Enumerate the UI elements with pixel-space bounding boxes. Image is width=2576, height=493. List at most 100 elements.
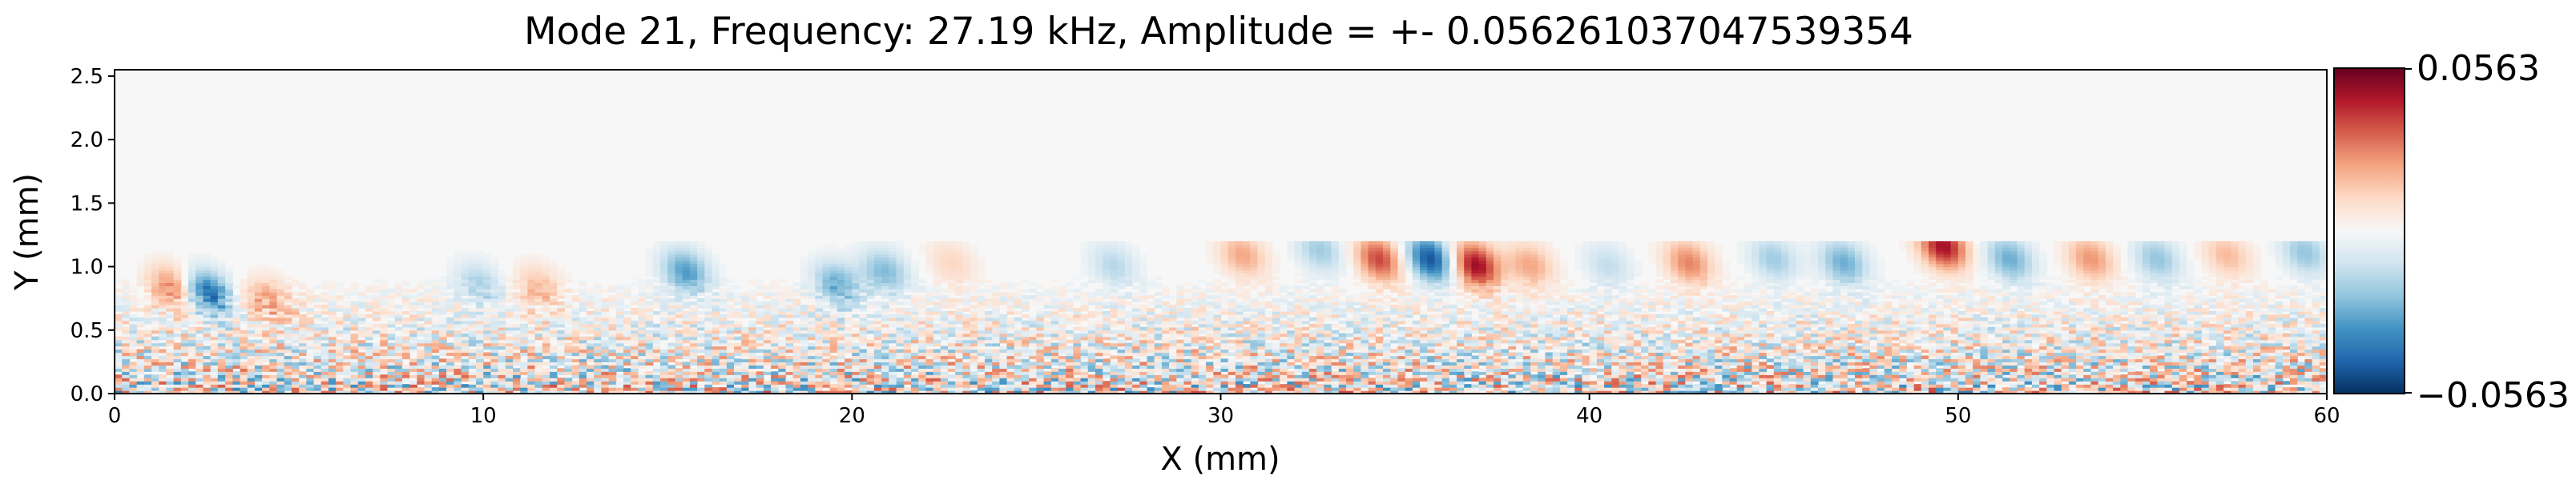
heatmap-cell — [1280, 342, 1288, 347]
heatmap-cell — [1670, 387, 1679, 391]
heatmap-cell — [2046, 378, 2055, 382]
heatmap-cell — [2017, 368, 2026, 372]
heatmap-cell — [1198, 371, 1207, 375]
heatmap-cell — [2260, 346, 2268, 350]
heatmap-cell — [1264, 368, 1273, 372]
heatmap-cell — [800, 355, 808, 360]
heatmap-cell — [911, 355, 919, 360]
heatmap-cell — [689, 362, 698, 366]
heatmap-cell — [1117, 352, 1126, 357]
heatmap-cell — [401, 378, 410, 382]
heatmap-cell — [2010, 381, 2018, 385]
heatmap-cell — [1176, 381, 1185, 385]
heatmap-cell — [2215, 346, 2224, 350]
heatmap-cell — [1110, 368, 1119, 372]
heatmap-cell — [1530, 374, 1538, 378]
heatmap-cell — [719, 362, 728, 366]
heatmap-cell — [217, 336, 226, 341]
heatmap-cell — [232, 355, 241, 360]
heatmap-cell — [800, 374, 808, 378]
heatmap-cell — [1574, 374, 1583, 378]
heatmap-cell — [1943, 378, 1952, 382]
heatmap-cell — [1250, 336, 1259, 341]
heatmap-cell — [1936, 349, 1944, 354]
heatmap-cell — [2083, 358, 2092, 362]
heatmap-cell — [822, 387, 831, 391]
heatmap-cell — [2105, 378, 2114, 382]
heatmap-cell — [608, 381, 617, 385]
heatmap-cell — [1264, 371, 1273, 375]
heatmap-cell — [2068, 374, 2077, 378]
heatmap-cell — [748, 342, 757, 347]
heatmap-cell — [881, 384, 889, 388]
heatmap-cell — [1420, 342, 1428, 347]
heatmap-cell — [852, 384, 861, 388]
heatmap-cell — [2142, 358, 2151, 362]
heatmap-cell — [490, 355, 499, 360]
heatmap-cell — [1073, 346, 1082, 350]
heatmap-cell — [2194, 387, 2203, 391]
heatmap-cell — [1936, 346, 1944, 350]
heatmap-cell — [505, 381, 514, 385]
heatmap-cell — [918, 371, 926, 375]
heatmap-cell — [1420, 355, 1428, 360]
heatmap-cell — [564, 368, 573, 372]
heatmap-cell — [2142, 349, 2151, 354]
heatmap-cell — [763, 365, 772, 369]
heatmap-cell — [1257, 368, 1266, 372]
heatmap-cell — [1235, 346, 1244, 350]
heatmap-cell — [1449, 374, 1457, 378]
heatmap-cell — [1936, 390, 1944, 394]
heatmap-cell — [2201, 371, 2210, 375]
heatmap-cell — [1943, 358, 1952, 362]
heatmap-cell — [741, 390, 750, 394]
heatmap-cell — [476, 378, 484, 382]
heatmap-cell — [328, 384, 337, 388]
heatmap-cell — [2245, 381, 2254, 385]
heatmap-cell — [2031, 365, 2040, 369]
heatmap-cell — [306, 381, 315, 385]
heatmap-cell — [638, 352, 647, 357]
heatmap-cell — [852, 365, 861, 369]
heatmap-cell — [2090, 339, 2099, 344]
heatmap-cell — [1950, 381, 1959, 385]
heatmap-cell — [1862, 362, 1870, 366]
heatmap-cell — [505, 355, 514, 360]
heatmap-cell — [232, 336, 241, 341]
heatmap-cell — [1596, 346, 1605, 350]
heatmap-cell — [166, 371, 175, 375]
heatmap-cell — [2113, 336, 2121, 341]
heatmap-cell — [2290, 362, 2298, 366]
heatmap-cell — [985, 362, 993, 366]
heatmap-cell — [1899, 381, 1907, 385]
heatmap-cell — [1538, 342, 1546, 347]
heatmap-cell — [1080, 371, 1089, 375]
heatmap-cell — [1006, 374, 1015, 378]
heatmap-cell — [188, 365, 196, 369]
heatmap-cell — [571, 368, 580, 372]
heatmap-cell — [1766, 384, 1775, 388]
heatmap-cell — [1353, 352, 1361, 357]
heatmap-cell — [247, 362, 256, 366]
heatmap-cell — [1736, 346, 1745, 350]
heatmap-cell — [151, 365, 159, 369]
heatmap-cell — [1980, 378, 1989, 382]
heatmap-cell — [1655, 358, 1664, 362]
heatmap-cell — [2208, 368, 2217, 372]
heatmap-cell — [829, 342, 838, 347]
heatmap-cell — [1308, 355, 1317, 360]
heatmap-cell — [1567, 358, 1575, 362]
heatmap-cell — [1058, 368, 1066, 372]
heatmap-cell — [2046, 342, 2055, 347]
heatmap-cell — [1582, 358, 1590, 362]
heatmap-cell — [1471, 349, 1480, 354]
heatmap-cell — [1759, 336, 1768, 341]
heatmap-cell — [550, 336, 558, 341]
heatmap-cell — [505, 365, 514, 369]
heatmap-cell — [2245, 371, 2254, 375]
heatmap-cell — [992, 352, 1000, 357]
heatmap-cell — [792, 390, 801, 394]
heatmap-cell — [2090, 384, 2099, 388]
heatmap-cell — [977, 378, 986, 382]
heatmap-cell — [1980, 384, 1989, 388]
